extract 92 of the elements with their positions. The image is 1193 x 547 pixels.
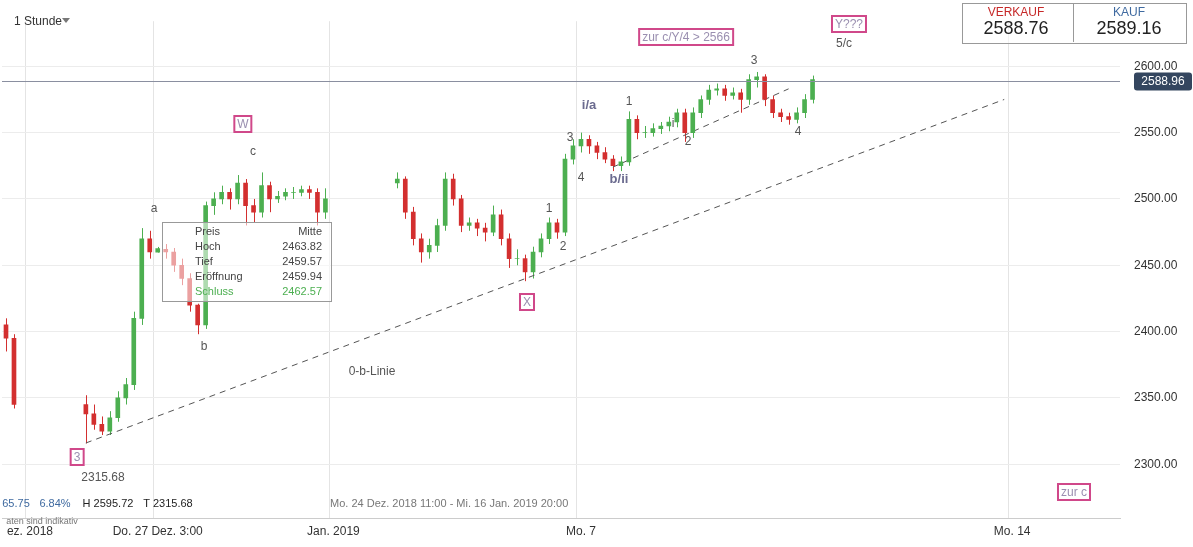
annotation: 2459.57 (282, 254, 322, 268)
y-tick-label: 2300.00 (1134, 456, 1178, 471)
x-tick-label: ez. 2018 (6, 524, 54, 539)
candlestick (267, 181, 272, 213)
annotation: aten sind indikativ (6, 515, 78, 526)
ref-line-label: 2588.96 (1141, 73, 1186, 88)
annotation: Y??? (830, 15, 868, 33)
candlestick (115, 390, 121, 423)
annotation: T 2315.68 (143, 496, 193, 510)
annotation: 4 (794, 124, 802, 138)
annotation: c (250, 144, 256, 158)
candlestick (674, 108, 680, 128)
y-tick-label: 2350.00 (1134, 390, 1178, 405)
candlestick (235, 174, 240, 205)
candlestick (514, 248, 520, 266)
annotation: b/ii (609, 171, 629, 186)
annotation: 3 (566, 130, 574, 144)
annotation: a (150, 201, 158, 215)
annotation: 65.75 (2, 496, 30, 510)
annotation: Eröffnung (195, 269, 243, 283)
candlestick (291, 186, 296, 200)
annotation: 1 (545, 201, 553, 215)
y-tick-label: 2550.00 (1134, 124, 1178, 139)
candlestick (802, 93, 807, 119)
candlestick (323, 187, 328, 220)
text: KAUF (1112, 5, 1146, 19)
candlestick (195, 303, 200, 335)
annotation: 4 (577, 170, 585, 184)
annotation: 3 (750, 53, 758, 67)
candlestick (91, 404, 97, 431)
candlestick (706, 84, 712, 106)
annotation: zur c (1056, 483, 1092, 501)
candlestick (810, 75, 815, 104)
annotation: Hoch (195, 239, 221, 253)
candlestick (418, 232, 424, 264)
candlestick (426, 238, 432, 260)
x-tick-label: Mo. 7 (565, 524, 597, 539)
annotation: 2459.94 (282, 269, 322, 283)
y-tick-label: 2600.00 (1134, 58, 1178, 73)
annotation: Schluss (195, 284, 234, 298)
annotation: b (200, 339, 208, 353)
annotation: i/a (581, 97, 597, 112)
x-tick-label: Mo. 14 (993, 524, 1031, 539)
y-tick-label: 2450.00 (1134, 257, 1178, 272)
candlestick (227, 187, 232, 211)
annotation: 2463.82 (282, 239, 322, 253)
annotation: 2 (684, 134, 692, 148)
candlestick (179, 258, 185, 286)
candlestick (434, 218, 440, 253)
candlestick (690, 106, 696, 139)
candlestick (123, 377, 129, 406)
text: VERKAUF (987, 5, 1045, 19)
candlestick (147, 230, 153, 260)
annotation: W (233, 115, 253, 133)
annotation: Preis (195, 224, 221, 238)
x-tick-label: Jan. 2019 (307, 524, 361, 539)
annotation: 2588.76 (983, 18, 1049, 38)
candlestick (211, 191, 216, 216)
annotation: zur c/Y/4 > 2566 (638, 28, 734, 46)
candlestick (243, 178, 248, 226)
candlestick (642, 125, 648, 139)
annotation: 2 (559, 239, 567, 253)
annotation: i (671, 116, 675, 130)
candlestick (107, 410, 113, 436)
annotation: Tief (195, 254, 213, 268)
candlestick (251, 198, 256, 224)
annotation: 2589.16 (1096, 18, 1162, 38)
annotation: 2462.57 (282, 284, 322, 298)
y-tick-label: 2500.00 (1134, 191, 1178, 206)
annotation: 1 (625, 94, 633, 108)
annotation: H 2595.72 (82, 496, 134, 510)
annotation: X (518, 293, 536, 311)
candlestick (219, 185, 224, 205)
candlestick (171, 247, 177, 273)
candlestick (99, 415, 105, 436)
annotation: 0-b-Linie (348, 364, 396, 378)
annotation: 2315.68 (81, 470, 125, 484)
candlestick (738, 88, 744, 114)
annotation: 3 (69, 448, 85, 466)
candlestick (746, 73, 751, 106)
x-tick-label: Do. 27 Dez. 3:00 (112, 524, 204, 539)
candlestick (450, 173, 456, 207)
annotation: 5/c (835, 36, 853, 50)
candlestick (698, 94, 704, 119)
candlestick (770, 94, 775, 119)
candlestick (315, 187, 320, 226)
annotation: Mitte (298, 224, 322, 238)
y-tick-label: 2400.00 (1134, 323, 1178, 338)
annotation: Mo. 24 Dez. 2018 11:00 - Mi. 16 Jan. 2019 20:00 (330, 496, 569, 510)
annotation: 1 Stunde (13, 14, 63, 28)
candlestick (762, 73, 767, 107)
annotation: 6.84% (39, 496, 71, 510)
